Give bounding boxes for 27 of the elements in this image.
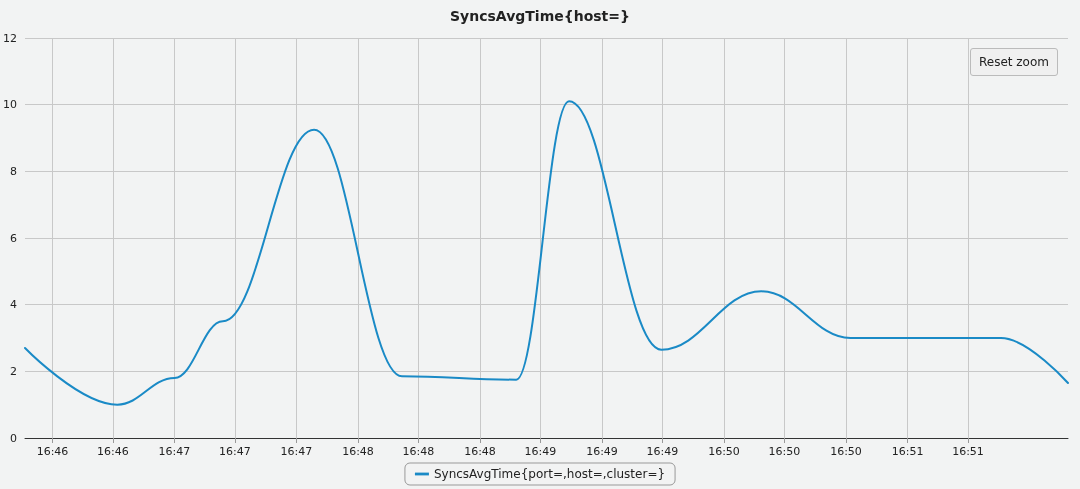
y-tick-label: 0: [10, 431, 17, 445]
x-tick-label: 16:47: [280, 445, 313, 458]
y-tick-label: 8: [10, 164, 17, 178]
y-tick-label: 2: [10, 364, 17, 378]
x-tick-label: 16:48: [342, 445, 374, 458]
legend-label: SyncsAvgTime{port=,host=,cluster=}: [433, 467, 666, 481]
reset-zoom-button: Reset zoom: [970, 48, 1058, 76]
y-tick-label: 6: [10, 231, 17, 245]
x-tick-label: 16:48: [464, 445, 496, 458]
x-tick-label: 16:46: [36, 445, 69, 458]
y-tick-label: 12: [3, 31, 17, 45]
y-tick-label: 4: [10, 298, 17, 312]
x-tick-label: 16:49: [524, 445, 557, 458]
y-tick-label: 10: [3, 98, 17, 112]
x-tick-label: 16:49: [646, 445, 679, 458]
line-series: [24, 100, 1069, 406]
x-tick-label: 16:51: [952, 445, 984, 458]
chart-title: SyncsAvgTime{host=}: [450, 8, 630, 24]
x-tick-label: 16:50: [768, 445, 801, 458]
x-tick-label: 16:46: [97, 445, 129, 458]
x-tick-label: 16:47: [158, 445, 191, 458]
x-tick-label: 16:48: [402, 445, 435, 458]
x-tick-label: 16:50: [708, 445, 740, 458]
x-tick-label: 16:49: [586, 445, 618, 458]
x-tick-label: 16:51: [891, 445, 924, 458]
x-tick-label: 16:47: [219, 445, 251, 458]
x-tick-label: 16:50: [830, 445, 862, 458]
